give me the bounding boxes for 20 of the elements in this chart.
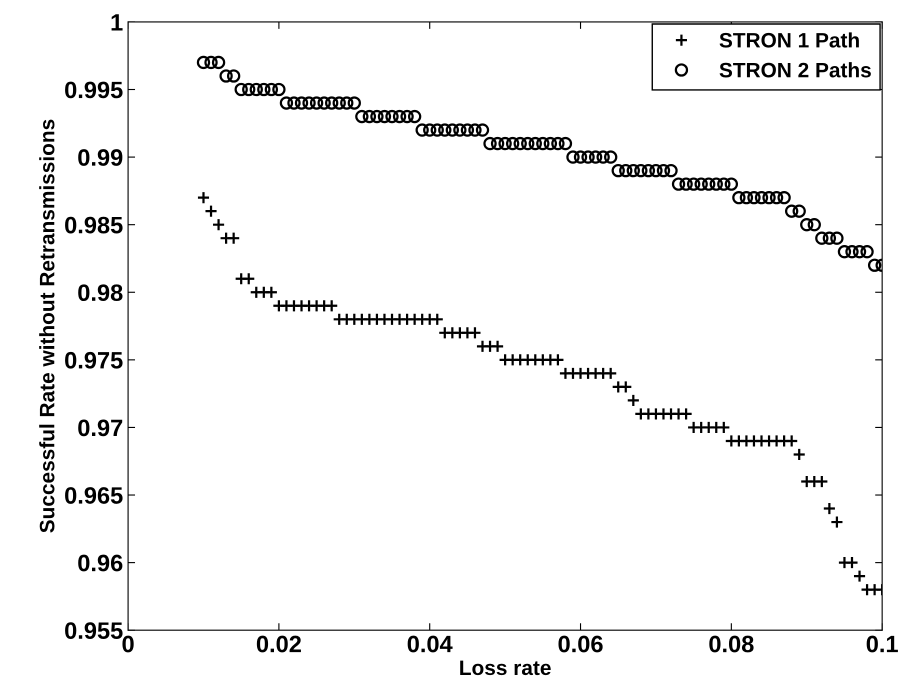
y-tick-label: 0.995 xyxy=(65,82,123,98)
y-tick-label: 0.98 xyxy=(78,284,123,302)
y-axis-title: Successful Rate without Retransmissions xyxy=(39,120,54,533)
x-axis-title: Loss rate xyxy=(460,660,551,676)
y-tick-label: 0.965 xyxy=(65,487,123,504)
y-tick-label: 1 xyxy=(112,14,123,30)
y-tick-label: 0.99 xyxy=(78,149,122,166)
y-tick-label: 0.975 xyxy=(65,352,123,369)
y-tick-label: 0.985 xyxy=(65,216,123,234)
y-tick-label: 0.97 xyxy=(78,420,122,436)
x-tick-label: 0.1 xyxy=(866,636,898,652)
legend-label: STRON 2 Paths xyxy=(720,62,871,78)
y-tick-label: 0.96 xyxy=(78,554,122,572)
x-tick-label: 0.08 xyxy=(709,636,754,652)
x-tick-label: 0.04 xyxy=(408,636,453,652)
x-tick-label: 0.02 xyxy=(256,636,301,652)
y-tick-label: 0.955 xyxy=(65,622,123,639)
legend-label: STRON 1 Path xyxy=(720,32,859,48)
x-tick-label: 0 xyxy=(122,636,134,652)
x-tick-label: 0.06 xyxy=(558,636,603,652)
